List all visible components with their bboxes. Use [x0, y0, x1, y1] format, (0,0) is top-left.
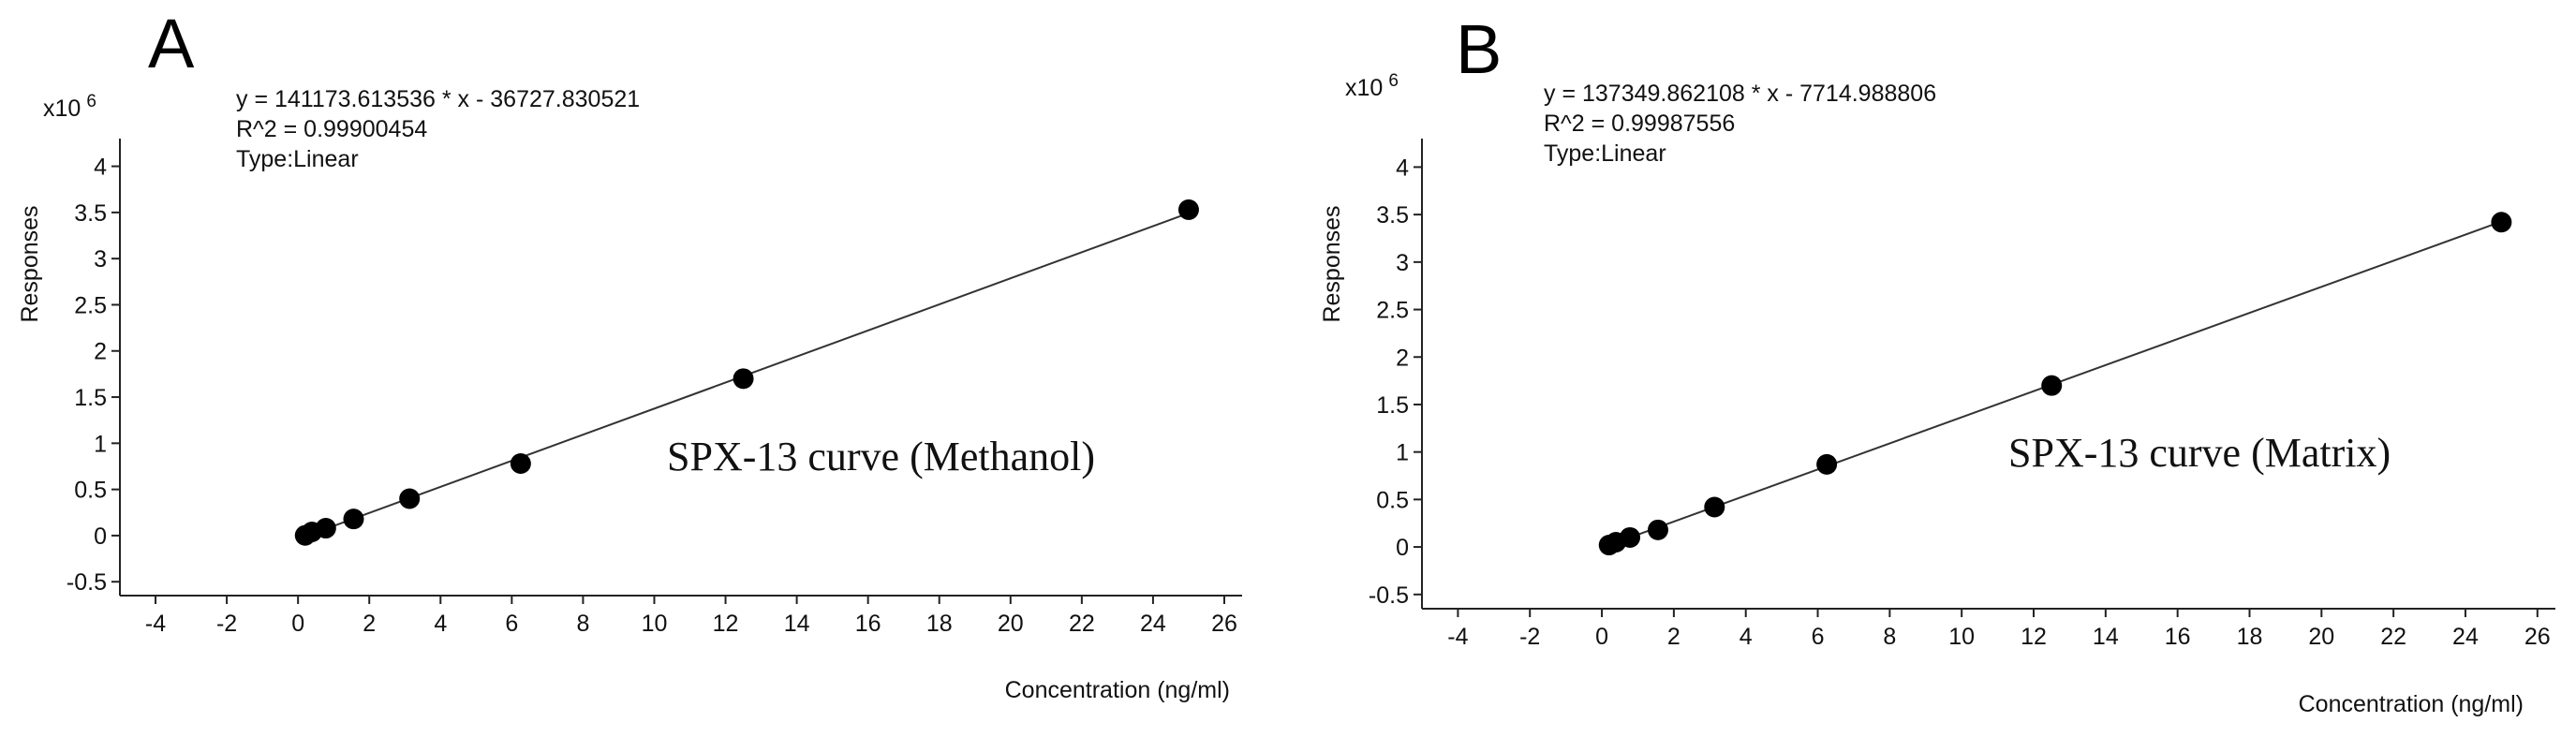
x-tick-label: 10: [1948, 624, 1975, 650]
x-tick-label: 24: [2452, 624, 2479, 650]
data-point: [1647, 519, 1668, 540]
x-tick-label: 8: [1883, 624, 1896, 650]
x-tick-label: 6: [505, 611, 518, 637]
x-tick-label: 12: [2021, 624, 2047, 650]
panel-letter: A: [148, 5, 195, 82]
x-tick-label: 4: [434, 611, 447, 637]
data-point: [343, 509, 364, 530]
curve-label: SPX-13 curve (Methanol): [667, 434, 1095, 479]
data-point: [733, 368, 754, 390]
x-tick-label: -4: [1447, 624, 1468, 650]
y-tick-label: 2.5: [74, 292, 107, 318]
y-tick-label: 2: [94, 339, 107, 365]
y-axis-label: Responses: [1319, 205, 1345, 322]
x-tick-label: 0: [291, 611, 304, 637]
y-tick-label: 3: [94, 246, 107, 273]
x-tick-label: 16: [855, 611, 881, 637]
x-tick-label: 2: [363, 611, 376, 637]
x-tick-label: 14: [784, 611, 810, 637]
x-tick-label: 22: [2380, 624, 2406, 650]
x-tick-label: 22: [1069, 611, 1095, 637]
x-tick-label: 0: [1595, 624, 1608, 650]
x-axis-label: Concentration (ng/ml): [2299, 691, 2524, 717]
data-point: [2041, 375, 2063, 396]
y-tick-label: 0.5: [1376, 487, 1409, 513]
x-tick-label: 12: [713, 611, 739, 637]
x-tick-label: 6: [1812, 624, 1825, 650]
fit-equation: y = 141173.613536 * x - 36727.830521: [236, 86, 640, 112]
x-tick-label: 18: [2237, 624, 2263, 650]
x-tick-label: 24: [1140, 611, 1166, 637]
y-tick-label: 3: [1396, 250, 1409, 276]
fit-type: Type:Linear: [1544, 140, 1666, 167]
fit-equation: y = 137349.862108 * x - 7714.988806: [1544, 81, 1936, 107]
x-tick-label: 8: [576, 611, 589, 637]
x-tick-label: 2: [1667, 624, 1680, 650]
x-tick-label: 26: [1211, 611, 1237, 637]
data-point: [315, 518, 336, 539]
y-tick-label: 3.5: [74, 200, 107, 227]
data-point: [399, 488, 421, 509]
x-tick-label: -2: [1519, 624, 1540, 650]
y-multiplier: x10 6: [43, 92, 96, 122]
y-multiplier: x10 6: [1345, 71, 1399, 101]
y-tick-label: 4: [94, 155, 107, 181]
y-tick-label: 1.5: [74, 385, 107, 411]
r-squared: R^2 = 0.99987556: [1544, 111, 1735, 137]
y-tick-label: 0: [1396, 535, 1409, 561]
data-point: [510, 453, 531, 475]
curve-label: SPX-13 curve (Matrix): [2008, 430, 2391, 476]
data-point: [1816, 453, 1838, 475]
y-tick-label: 3.5: [1376, 202, 1409, 228]
y-tick-label: 0.5: [74, 478, 107, 504]
x-tick-label: 14: [2093, 624, 2119, 650]
x-tick-label: 20: [998, 611, 1024, 637]
y-tick-label: -0.5: [67, 569, 107, 596]
x-axis-label: Concentration (ng/ml): [1005, 677, 1230, 703]
x-tick-label: 20: [2308, 624, 2334, 650]
x-tick-label: -4: [145, 611, 166, 637]
data-point: [1620, 526, 1641, 548]
x-tick-label: 16: [2165, 624, 2191, 650]
y-tick-label: 1: [94, 431, 107, 457]
y-tick-label: 0: [94, 523, 107, 550]
y-axis-label: Responses: [17, 205, 43, 322]
x-tick-label: -2: [216, 611, 237, 637]
data-point: [1177, 199, 1199, 220]
y-tick-label: 1: [1396, 440, 1409, 466]
x-tick-label: 26: [2524, 624, 2551, 650]
y-tick-label: 2: [1396, 345, 1409, 371]
x-tick-label: 10: [642, 611, 668, 637]
x-tick-label: 18: [926, 611, 953, 637]
y-tick-label: -0.5: [1369, 582, 1409, 609]
r-squared: R^2 = 0.99900454: [236, 116, 427, 142]
data-point: [2491, 212, 2512, 233]
y-tick-label: 1.5: [1376, 392, 1409, 419]
fit-type: Type:Linear: [236, 146, 359, 172]
x-tick-label: 4: [1740, 624, 1753, 650]
data-point: [1704, 496, 1725, 518]
y-tick-label: 2.5: [1376, 298, 1409, 324]
y-tick-label: 4: [1396, 155, 1409, 181]
panel-letter: B: [1456, 10, 1502, 88]
